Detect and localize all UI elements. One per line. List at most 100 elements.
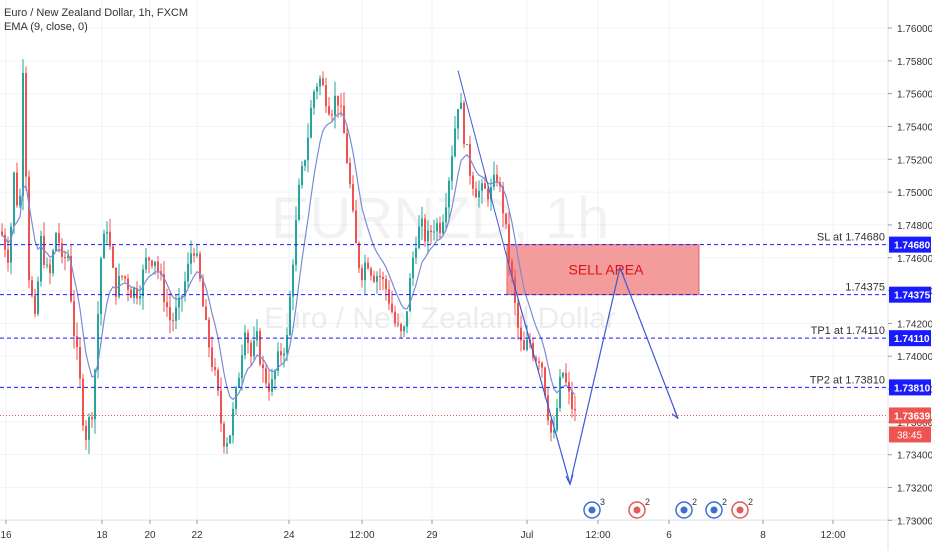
x-tick-label: 24: [283, 530, 295, 541]
candle-body: [253, 340, 255, 357]
candle-body: [46, 264, 48, 266]
candle-body: [445, 207, 447, 223]
candle-body: [145, 257, 147, 270]
candle-body: [388, 289, 390, 304]
candle-body: [559, 376, 561, 409]
candle-body: [148, 257, 150, 261]
y-tick-label: 1.74200: [897, 319, 932, 330]
candle-body: [517, 302, 519, 328]
candle-body: [490, 187, 492, 200]
candle-body: [406, 311, 408, 327]
level-label: SL at 1.74680: [817, 232, 885, 244]
level-label: 1.74375: [845, 282, 885, 294]
candle-body: [214, 366, 216, 371]
candle-body: [424, 218, 426, 242]
x-tick-label: 22: [191, 530, 203, 541]
candle-body: [172, 320, 174, 322]
candle-body: [229, 435, 231, 444]
candle-body: [430, 230, 432, 233]
candle-body: [199, 253, 201, 279]
candle-body: [448, 180, 450, 208]
candle-body: [151, 260, 153, 266]
candle-body: [304, 160, 306, 166]
event-count: 2: [748, 497, 753, 507]
candle-body: [25, 72, 27, 177]
symbol-title[interactable]: Euro / New Zealand Dollar, 1h, FXCM: [4, 7, 189, 19]
candle-body: [280, 351, 282, 356]
candle-body: [271, 379, 273, 392]
candle-body: [256, 331, 258, 341]
candle-body: [553, 430, 555, 433]
ema-9-line: [1, 111, 576, 401]
candle-body: [397, 323, 399, 325]
candle-body: [364, 262, 366, 281]
level-label: TP2 at 1.73810: [810, 374, 885, 386]
candle-body: [181, 295, 183, 298]
candle-body: [232, 408, 234, 436]
candle-body: [331, 114, 333, 116]
event-dot-icon: [588, 506, 596, 514]
candle-body: [307, 137, 309, 161]
event-count: 2: [645, 497, 650, 507]
candle-body: [565, 372, 567, 383]
price-levels[interactable]: SL at 1.74680 1.74375 TP1 at 1.74110 TP2 at…: [0, 232, 888, 416]
candle-body: [52, 250, 54, 274]
candle-body: [478, 190, 480, 198]
candle-body: [373, 275, 375, 282]
candle-body: [196, 253, 198, 256]
economic-events[interactable]: 3 2 2 2 2: [583, 497, 753, 519]
candle-body: [166, 302, 168, 308]
candle-body: [433, 231, 435, 233]
candle-body: [223, 423, 225, 447]
candle-body: [19, 195, 21, 206]
candle-body: [82, 378, 84, 426]
candle-body: [439, 223, 441, 233]
ema-line: [1, 111, 576, 401]
candle-body: [337, 95, 339, 106]
candle-body: [556, 408, 558, 431]
candle-body: [220, 390, 222, 424]
candle-body: [277, 351, 279, 371]
candle-body: [322, 78, 324, 86]
y-tick-label: 1.75200: [897, 155, 932, 166]
event-dot-icon: [633, 506, 641, 514]
watermark-name: Euro / New Zealand Dollar: [264, 302, 616, 335]
candle-body: [316, 86, 318, 92]
candle-body: [502, 186, 504, 214]
price-tag: [889, 236, 931, 253]
candle-body: [1, 231, 3, 235]
candle-body: [202, 278, 204, 307]
price-tag: [889, 379, 931, 396]
candle-body: [391, 303, 393, 312]
candle-body: [94, 369, 96, 420]
candle-body: [169, 307, 171, 321]
candle-body: [343, 105, 345, 134]
candle-body: [511, 261, 513, 278]
candle-body: [205, 306, 207, 320]
candle-body: [49, 264, 51, 274]
sell-area-zone[interactable]: SELL AREA: [506, 244, 700, 296]
candle-body: [370, 268, 372, 276]
candle-body: [211, 347, 213, 367]
candle-body: [535, 357, 537, 362]
arrow-head: [565, 474, 574, 486]
candle-body: [541, 362, 543, 368]
price-tag: [889, 407, 931, 424]
event-dot-icon: [680, 506, 688, 514]
candle-body: [484, 183, 486, 189]
candle-body: [436, 223, 438, 232]
arrow-head: [671, 408, 679, 420]
indicator-label[interactable]: EMA (9, close, 0): [4, 21, 88, 33]
event-count: 3: [600, 497, 605, 507]
candle-body: [136, 288, 138, 299]
candle-body: [454, 128, 456, 157]
candle-body: [328, 106, 330, 115]
candle-body: [106, 231, 108, 234]
countdown-label: 38:45: [897, 430, 922, 441]
candle-body: [475, 188, 477, 198]
candle-body: [292, 264, 294, 297]
candle-body: [382, 276, 384, 279]
projection-path[interactable]: [457, 70, 679, 486]
